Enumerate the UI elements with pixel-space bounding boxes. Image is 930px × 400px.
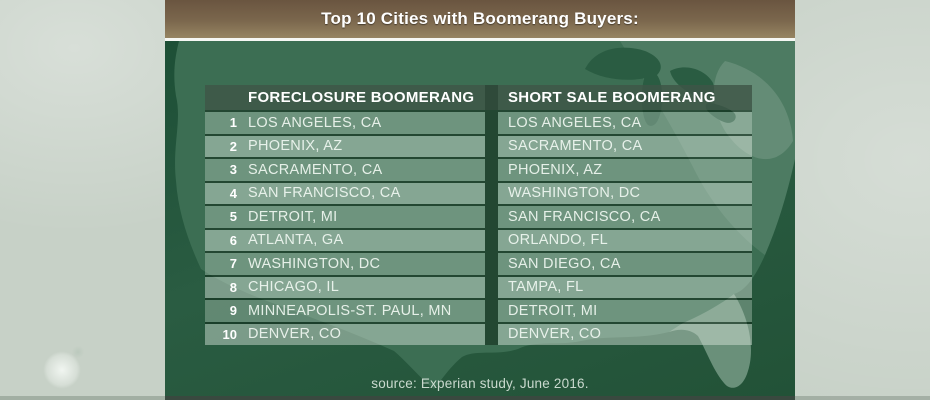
short-sale-city: LOS ANGELES, CA [508,114,642,131]
table-row: 6 ATLANTA, GA ORLANDO, FL [205,227,752,251]
panel-bottom-strip [165,396,795,400]
us-map-silhouette-graphic [174,41,795,389]
column-header-short-sale: SHORT SALE BOOMERANG [508,89,716,106]
table-row: 10 DENVER, CO DENVER, CO [205,321,752,345]
column-divider [485,182,498,204]
table-row: 7 WASHINGTON, DC SAN DIEGO, CA [205,251,752,275]
column-header-foreclosure: FORECLOSURE BOOMERANG [248,89,475,106]
table-row: 9 MINNEAPOLIS-ST. PAUL, MN DETROIT, MI [205,298,752,322]
column-divider [485,85,498,110]
rank-number: 9 [229,303,237,319]
map-panel: FORECLOSURE BOOMERANG SHORT SALE BOOMERA… [165,41,795,400]
table-row: 5 DETROIT, MI SAN FRANCISCO, CA [205,204,752,228]
foreclosure-city: WASHINGTON, DC [248,255,381,272]
short-sale-city: ORLANDO, FL [508,232,608,249]
rank-number: 1 [229,115,237,131]
rank-number: 8 [229,279,237,295]
table-row: 8 CHICAGO, IL TAMPA, FL [205,274,752,298]
table-header-row: FORECLOSURE BOOMERANG SHORT SALE BOOMERA… [205,85,752,110]
column-divider [485,229,498,251]
foreclosure-city: MINNEAPOLIS-ST. PAUL, MN [248,302,452,319]
short-sale-city: TAMPA, FL [508,279,584,296]
short-sale-city: DENVER, CO [508,326,602,343]
table-row: 1 LOS ANGELES, CA LOS ANGELES, CA [205,110,752,134]
boomerang-buyers-table: FORECLOSURE BOOMERANG SHORT SALE BOOMERA… [205,85,752,345]
short-sale-city: WASHINGTON, DC [508,185,641,202]
foreclosure-city: DETROIT, MI [248,208,338,225]
foreclosure-city: DENVER, CO [248,326,342,343]
source-attribution: source: Experian study, June 2016. [371,376,589,391]
rank-number: 2 [229,138,237,154]
column-divider [485,159,498,181]
foreclosure-city: SACRAMENTO, CA [248,161,383,178]
rank-number: 7 [229,256,237,272]
table-row: 3 SACRAMENTO, CA PHOENIX, AZ [205,157,752,181]
column-divider [485,206,498,228]
rank-number: 6 [229,232,237,248]
foreclosure-city: SAN FRANCISCO, CA [248,185,401,202]
rank-number: 4 [229,185,237,201]
column-divider [485,276,498,298]
column-divider [485,112,498,134]
column-divider [485,135,498,157]
title-bar: Top 10 Cities with Boomerang Buyers: [165,0,795,38]
center-panel: Top 10 Cities with Boomerang Buyers: [165,0,795,400]
foreclosure-city: CHICAGO, IL [248,279,340,296]
table-row: 2 PHOENIX, AZ SACRAMENTO, CA [205,133,752,157]
column-divider [485,300,498,322]
rank-number: 3 [229,162,237,178]
foreclosure-city: LOS ANGELES, CA [248,114,382,131]
column-divider [485,323,498,345]
foreclosure-city: ATLANTA, GA [248,232,344,249]
title-divider-line [165,38,795,41]
column-divider [485,253,498,275]
page-title: Top 10 Cities with Boomerang Buyers: [321,9,639,28]
table-row: 4 SAN FRANCISCO, CA WASHINGTON, DC [205,180,752,204]
rank-number: 5 [229,209,237,225]
short-sale-city: SAN FRANCISCO, CA [508,208,661,225]
short-sale-city: PHOENIX, AZ [508,161,603,178]
foreclosure-city: PHOENIX, AZ [248,138,343,155]
short-sale-city: DETROIT, MI [508,302,598,319]
rank-number: 10 [222,326,237,342]
short-sale-city: SACRAMENTO, CA [508,138,643,155]
short-sale-city: SAN DIEGO, CA [508,255,621,272]
